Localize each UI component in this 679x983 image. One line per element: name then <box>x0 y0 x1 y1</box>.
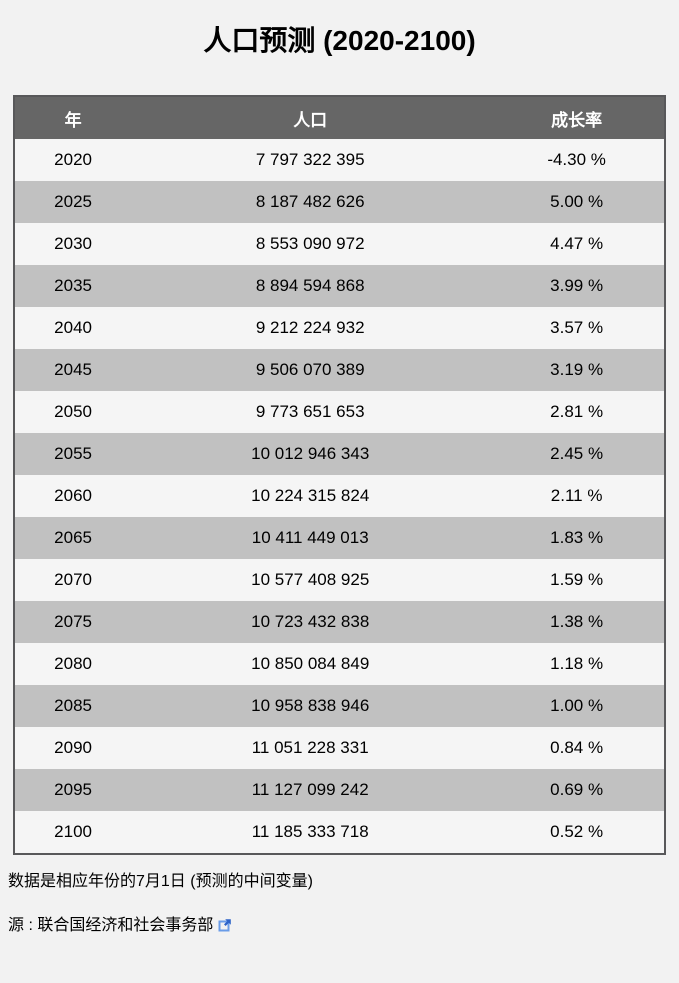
growth-rate-cell: 1.00 % <box>550 696 604 715</box>
population-cell: 10 723 432 838 <box>251 612 370 631</box>
population-table-body: 2020 7 797 322 395 -4.30 % 2025 8 187 482 62… <box>14 139 665 854</box>
year-cell: 2040 <box>54 318 92 337</box>
population-cell: 11 051 228 331 <box>251 738 369 757</box>
table-row: 2100 11 185 333 718 0.52 % <box>14 811 665 854</box>
table-header-row: 年 人口 成长率 <box>14 96 665 139</box>
column-header-year: 年 <box>14 96 132 139</box>
growth-rate-cell: 3.19 % <box>550 360 604 379</box>
population-cell: 10 577 408 925 <box>251 570 370 589</box>
table-row: 2040 9 212 224 932 3.57 % <box>14 307 665 349</box>
year-cell: 2030 <box>54 234 92 253</box>
table-row: 2055 10 012 946 343 2.45 % <box>14 433 665 475</box>
table-row: 2085 10 958 838 946 1.00 % <box>14 685 665 727</box>
growth-rate-cell: 1.59 % <box>550 570 604 589</box>
source-label: 源 : <box>8 917 38 934</box>
table-row: 2095 11 127 099 242 0.69 % <box>14 769 665 811</box>
population-cell: 11 127 099 242 <box>251 780 369 799</box>
population-cell: 9 212 224 932 <box>255 318 365 337</box>
growth-rate-cell: 0.69 % <box>550 780 604 799</box>
year-cell: 2070 <box>54 570 92 589</box>
growth-rate-cell: 2.45 % <box>550 444 604 463</box>
growth-rate-cell: 1.83 % <box>550 528 604 547</box>
population-cell: 10 224 315 824 <box>251 486 370 505</box>
page-title: 人口预测 (2020-2100) <box>203 25 476 56</box>
table-row: 2065 10 411 449 013 1.83 % <box>14 517 665 559</box>
growth-rate-cell: 5.00 % <box>550 192 604 211</box>
population-cell: 10 012 946 343 <box>251 444 370 463</box>
population-cell: 9 506 070 389 <box>255 360 365 379</box>
year-cell: 2035 <box>54 276 92 295</box>
growth-rate-cell: 0.84 % <box>550 738 604 757</box>
year-cell: 2080 <box>54 654 92 673</box>
growth-rate-cell: 2.11 % <box>550 486 603 505</box>
growth-rate-cell: 1.38 % <box>550 612 604 631</box>
growth-rate-cell: 4.47 % <box>550 234 604 253</box>
external-link-icon[interactable] <box>218 918 232 938</box>
population-cell: 8 187 482 626 <box>255 192 365 211</box>
table-row: 2025 8 187 482 626 5.00 % <box>14 181 665 223</box>
year-cell: 2050 <box>54 402 92 421</box>
table-row: 2050 9 773 651 653 2.81 % <box>14 391 665 433</box>
table-row: 2045 9 506 070 389 3.19 % <box>14 349 665 391</box>
year-cell: 2025 <box>54 192 92 211</box>
population-cell: 10 958 838 946 <box>251 696 370 715</box>
population-table: 年 人口 成长率 2020 7 797 322 395 -4.30 % 2025 8 1… <box>13 95 666 855</box>
page: { "page": { "title": "人口预测 (2020-2100)",… <box>0 20 679 983</box>
table-row: 2090 11 051 228 331 0.84 % <box>14 727 665 769</box>
source-link[interactable]: 联合国经济和社会事务部 <box>37 917 214 934</box>
population-cell: 8 553 090 972 <box>255 234 365 253</box>
population-cell: 10 850 084 849 <box>251 654 370 673</box>
footnote: 数据是相应年份的7月1日 (预测的中间变量) <box>8 873 313 890</box>
source-line: 源 : 联合国经济和社会事务部 <box>8 916 671 938</box>
growth-rate-cell: 3.99 % <box>550 276 604 295</box>
year-cell: 2055 <box>54 444 92 463</box>
year-cell: 2100 <box>54 822 92 841</box>
table-row: 2020 7 797 322 395 -4.30 % <box>14 139 665 181</box>
column-header-population: 人口 <box>131 96 490 139</box>
year-cell: 2065 <box>54 528 92 547</box>
table-row: 2075 10 723 432 838 1.38 % <box>14 601 665 643</box>
year-cell: 2060 <box>54 486 92 505</box>
year-cell: 2085 <box>54 696 92 715</box>
population-cell: 9 773 651 653 <box>255 402 365 421</box>
growth-rate-cell: 1.18 % <box>550 654 604 673</box>
population-cell: 8 894 594 868 <box>255 276 365 295</box>
population-cell: 10 411 449 013 <box>251 528 369 547</box>
population-cell: 7 797 322 395 <box>255 150 365 169</box>
year-cell: 2045 <box>54 360 92 379</box>
year-cell: 2075 <box>54 612 92 631</box>
growth-rate-cell: 0.52 % <box>550 822 604 841</box>
growth-rate-cell: 2.81 % <box>550 402 604 421</box>
table-row: 2080 10 850 084 849 1.18 % <box>14 643 665 685</box>
column-header-growth-rate: 成长率 <box>489 96 665 139</box>
table-row: 2030 8 553 090 972 4.47 % <box>14 223 665 265</box>
growth-rate-cell: 3.57 % <box>550 318 604 337</box>
population-cell: 11 185 333 718 <box>251 822 369 841</box>
growth-rate-cell: -4.30 % <box>547 150 606 169</box>
table-row: 2035 8 894 594 868 3.99 % <box>14 265 665 307</box>
table-row: 2060 10 224 315 824 2.11 % <box>14 475 665 517</box>
year-cell: 2090 <box>54 738 92 757</box>
table-row: 2070 10 577 408 925 1.59 % <box>14 559 665 601</box>
year-cell: 2020 <box>54 150 92 169</box>
year-cell: 2095 <box>54 780 92 799</box>
